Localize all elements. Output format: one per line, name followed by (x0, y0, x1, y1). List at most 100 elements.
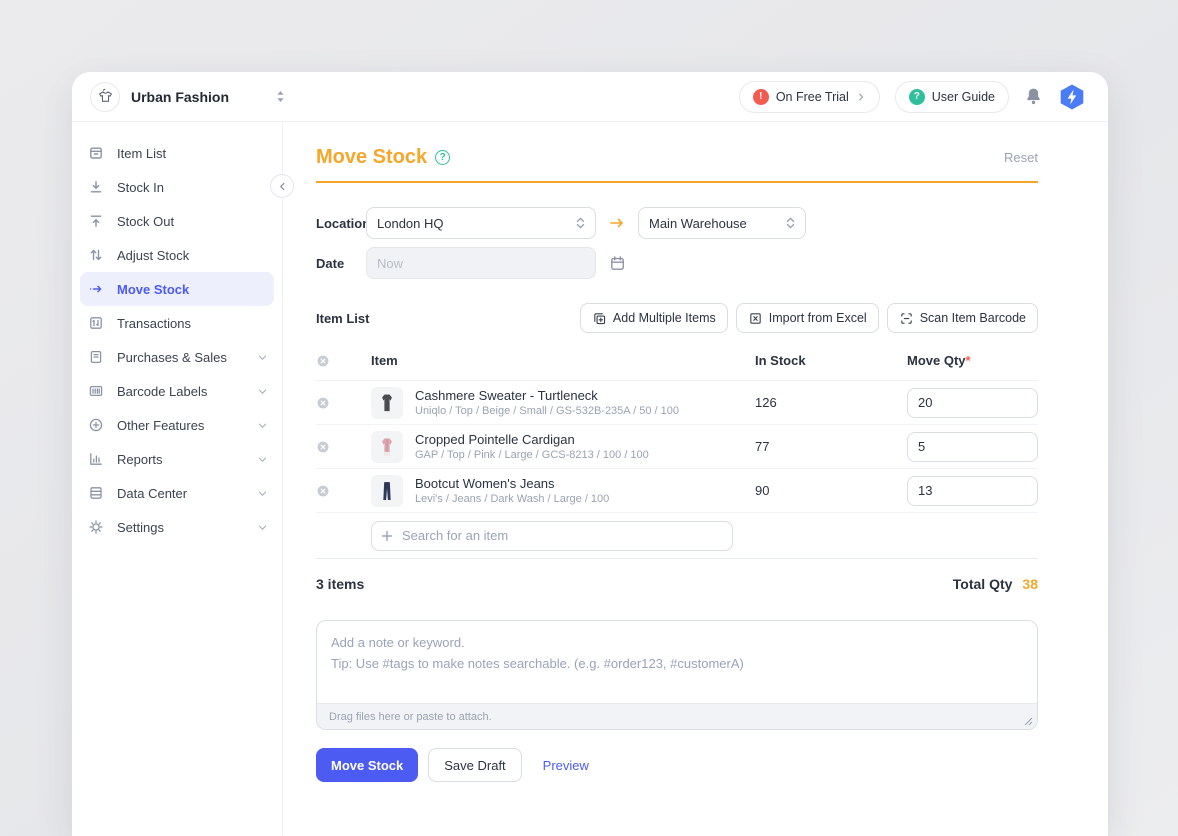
item-name: Cashmere Sweater - Turtleneck (415, 388, 598, 403)
chevron-left-icon (279, 182, 284, 190)
date-input[interactable] (366, 247, 596, 279)
arrows-up-down-icon (90, 249, 102, 261)
excel-file-icon (750, 312, 761, 324)
item-search-input[interactable] (371, 520, 733, 551)
scan-item-barcode-button[interactable]: Scan Item Barcode (886, 303, 1038, 333)
attach-dropzone[interactable]: Drag files here or paste to attach. (317, 703, 1037, 729)
sidebar-item-move-stock[interactable]: Move Stock (80, 272, 274, 306)
sidebar-item-data-center[interactable]: Data Center (72, 476, 282, 510)
table-row: Bootcut Women's Jeans Levi's / Jeans / D… (316, 469, 1038, 513)
preview-link[interactable]: Preview (537, 757, 595, 774)
item-list-label: Item List (316, 310, 370, 326)
plus-icon (381, 530, 393, 542)
resize-handle-icon[interactable] (1024, 717, 1033, 726)
sidebar-item-transactions[interactable]: Transactions (72, 306, 282, 340)
reset-button[interactable]: Reset (1004, 150, 1038, 165)
calendar-icon[interactable] (609, 255, 626, 272)
move-qty-input[interactable] (907, 475, 1038, 506)
sidebar-item-barcode-labels[interactable]: Barcode Labels (72, 374, 282, 408)
plus-circle-icon (89, 418, 103, 432)
sidebar-item-label: Purchases & Sales (117, 349, 227, 365)
sidebar-collapse-button[interactable] (270, 174, 294, 198)
sidebar-item-label: Transactions (117, 315, 191, 331)
col-move-qty: Move Qty* (907, 353, 971, 368)
sidebar-item-adjust-stock[interactable]: Adjust Stock (72, 238, 282, 272)
sidebar-item-label: Other Features (117, 417, 205, 433)
to-location-select[interactable]: Main Warehouse (638, 207, 806, 239)
app-window: Urban Fashion ! On Free Trial ? User Gui… (72, 72, 1108, 836)
company-name: Urban Fashion (131, 88, 230, 105)
user-guide-button[interactable]: ? User Guide (894, 80, 1009, 113)
chevron-down-icon (257, 454, 268, 465)
location-label: Location* (316, 215, 375, 231)
sidebar-item-reports[interactable]: Reports (72, 442, 282, 476)
switch-company-arrows-icon[interactable] (276, 90, 285, 103)
table-header: Item In Stock Move Qty* (316, 341, 1038, 381)
from-location-select[interactable]: London HQ (366, 207, 596, 239)
page-title: Move Stock (316, 146, 428, 168)
company-switcher[interactable]: Urban Fashion (90, 81, 285, 112)
add-multiple-items-button[interactable]: Add Multiple Items (579, 303, 728, 333)
item-name: Bootcut Women's Jeans (415, 476, 555, 491)
attach-hint: Drag files here or paste to attach. (329, 710, 492, 723)
page-help-icon[interactable]: ? (435, 150, 451, 165)
gear-icon (89, 520, 103, 534)
sidebar-item-item-list[interactable]: Item List (72, 136, 282, 170)
sidebar-item-stock-out[interactable]: Stock Out (72, 204, 282, 238)
free-trial-button[interactable]: ! On Free Trial (738, 80, 880, 113)
table-row: Cropped Pointelle Cardigan GAP / Top / P… (316, 425, 1038, 469)
table-row: Cashmere Sweater - Turtleneck Uniqlo / T… (316, 381, 1038, 425)
notifications-bell-icon[interactable] (1024, 87, 1043, 106)
sidebar-item-other-features[interactable]: Other Features (72, 408, 282, 442)
alert-circle-icon: ! (752, 88, 769, 105)
database-icon (90, 487, 102, 499)
item-thumbnail (371, 386, 403, 419)
item-search-row (316, 513, 1038, 559)
item-spec: Uniqlo / Top / Beige / Small / GS-532B-2… (415, 405, 679, 417)
remove-row-icon[interactable] (316, 440, 371, 454)
chevron-down-icon (257, 488, 268, 499)
remove-all-icon[interactable] (316, 354, 371, 368)
scan-frame-icon (900, 312, 912, 324)
user-avatar[interactable] (1058, 83, 1086, 111)
item-spec: Levi's / Jeans / Dark Wash / Large / 100 (415, 493, 610, 505)
sidebar-item-label: Data Center (117, 485, 188, 501)
header-actions: ! On Free Trial ? User Guide (738, 80, 1086, 113)
sidebar-item-label: Adjust Stock (117, 247, 190, 263)
copy-plus-icon (594, 312, 606, 324)
sidebar-item-settings[interactable]: Settings (72, 510, 282, 544)
free-trial-label: On Free Trial (775, 89, 849, 104)
form-actions: Move Stock Save Draft Preview (316, 748, 1038, 782)
chevron-down-icon (257, 522, 268, 533)
move-qty-input[interactable] (907, 431, 1038, 462)
note-section: Drag files here or paste to attach. (316, 620, 1038, 730)
move-stock-form: Location* London HQ Main Warehouse Date (316, 207, 1038, 279)
item-thumbnail (371, 430, 403, 463)
move-qty-input[interactable] (907, 387, 1038, 418)
sidebar-item-purchases-sales[interactable]: Purchases & Sales (72, 340, 282, 374)
barcode-icon (89, 385, 103, 397)
import-from-excel-button[interactable]: Import from Excel (735, 303, 879, 333)
hexagon-bolt-icon (1060, 84, 1084, 109)
save-draft-button[interactable]: Save Draft (428, 748, 522, 782)
note-textarea[interactable] (317, 621, 1037, 703)
remove-row-icon[interactable] (316, 484, 371, 498)
chevron-down-icon (257, 352, 268, 363)
select-arrows-icon (576, 217, 585, 229)
in-stock-value: 90 (755, 483, 770, 498)
arrow-up-from-line-icon (90, 215, 102, 227)
remove-row-icon[interactable] (316, 396, 371, 410)
sidebar-item-label: Item List (117, 145, 167, 161)
total-qty-value: 38 (1022, 576, 1038, 592)
item-name: Cropped Pointelle Cardigan (415, 432, 575, 447)
chevron-right-icon (858, 93, 863, 100)
user-guide-label: User Guide (931, 89, 995, 104)
arrow-down-to-line-icon (90, 181, 102, 193)
sidebar-item-stock-in[interactable]: Stock In (72, 170, 282, 204)
select-arrows-icon (786, 217, 795, 229)
move-stock-button[interactable]: Move Stock (316, 748, 419, 782)
in-stock-value: 126 (755, 395, 777, 410)
chevron-down-icon (257, 386, 268, 397)
in-stock-value: 77 (755, 439, 770, 454)
date-label: Date (316, 255, 345, 271)
